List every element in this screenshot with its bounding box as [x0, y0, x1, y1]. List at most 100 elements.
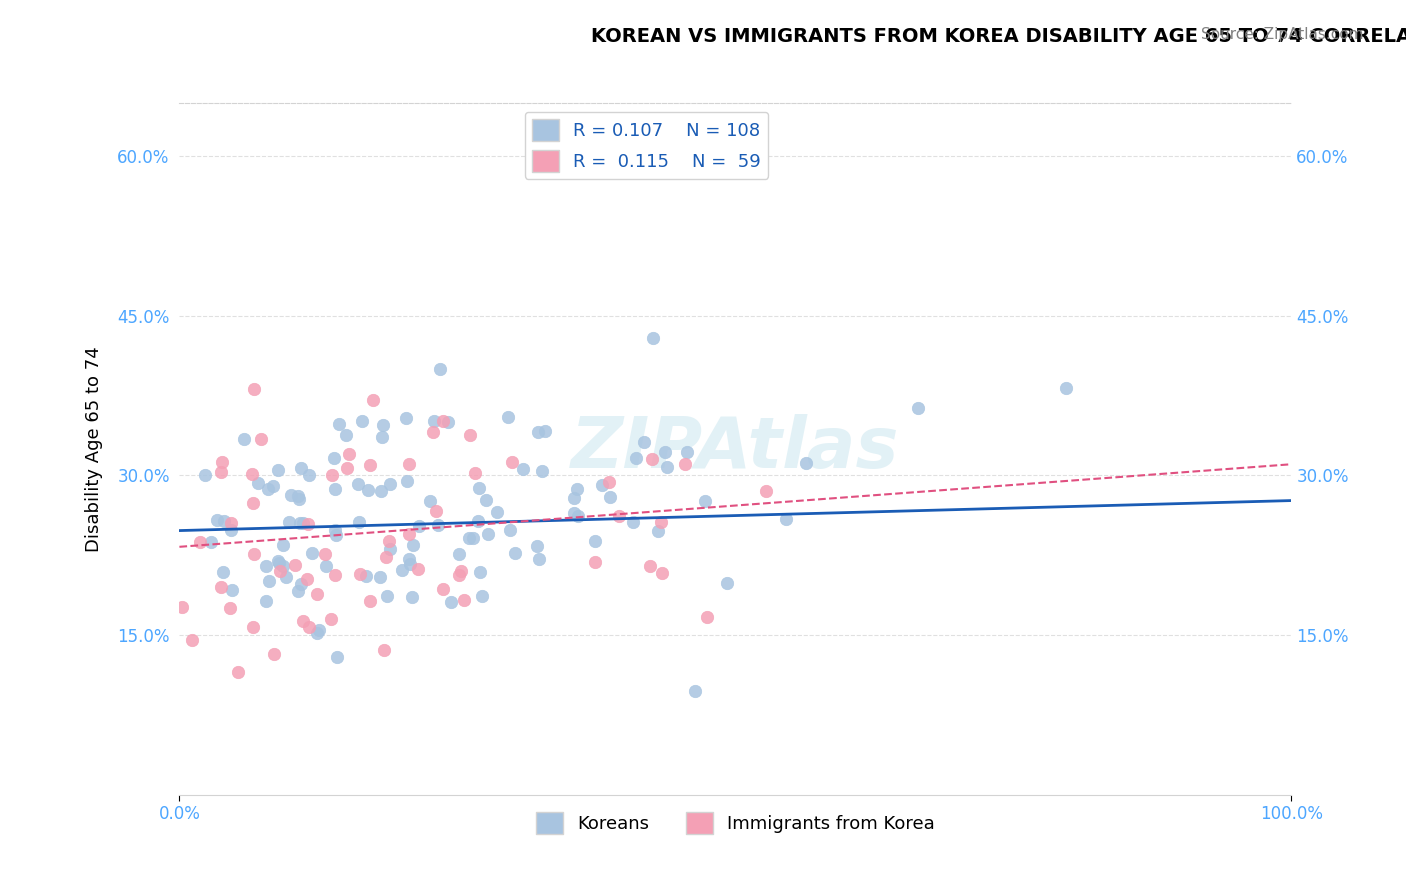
Legend: R = 0.107    N = 108, R =  0.115    N =  59: R = 0.107 N = 108, R = 0.115 N = 59	[524, 112, 768, 179]
Point	[287, 584, 309, 599]
Point	[583, 555, 606, 569]
Point	[499, 523, 522, 537]
Point	[398, 457, 420, 471]
Point	[423, 414, 446, 428]
Point	[322, 450, 344, 465]
Point	[395, 411, 418, 425]
Point	[347, 477, 370, 491]
Point	[188, 535, 211, 549]
Point	[280, 488, 302, 502]
Point	[219, 524, 242, 538]
Point	[408, 518, 430, 533]
Point	[458, 531, 481, 545]
Point	[212, 565, 235, 579]
Point	[477, 527, 499, 541]
Point	[180, 632, 202, 647]
Point	[350, 414, 373, 428]
Point	[328, 417, 350, 432]
Point	[200, 535, 222, 549]
Point	[693, 494, 716, 508]
Point	[271, 537, 294, 551]
Point	[269, 564, 291, 578]
Point	[676, 445, 699, 459]
Point	[380, 541, 402, 556]
Point	[314, 547, 336, 561]
Point	[638, 558, 661, 573]
Point	[243, 382, 266, 396]
Point	[284, 558, 307, 572]
Point	[716, 575, 738, 590]
Point	[240, 467, 263, 481]
Point	[368, 570, 391, 584]
Point	[288, 492, 311, 507]
Point	[406, 562, 429, 576]
Point	[447, 567, 470, 582]
Point	[422, 425, 444, 439]
Point	[221, 582, 243, 597]
Point	[321, 612, 343, 626]
Point	[530, 465, 553, 479]
Point	[425, 504, 447, 518]
Point	[432, 582, 454, 596]
Point	[228, 665, 250, 679]
Point	[398, 526, 420, 541]
Point	[194, 467, 217, 482]
Point	[267, 463, 290, 477]
Point	[447, 547, 470, 561]
Point	[775, 512, 797, 526]
Point	[527, 552, 550, 566]
Point	[263, 647, 285, 661]
Point	[219, 516, 242, 531]
Point	[755, 484, 778, 499]
Point	[288, 516, 311, 530]
Point	[641, 452, 664, 467]
Point	[290, 577, 312, 591]
Point	[207, 513, 229, 527]
Point	[440, 595, 463, 609]
Point	[292, 516, 315, 530]
Point	[357, 483, 380, 498]
Point	[323, 482, 346, 496]
Point	[297, 572, 319, 586]
Point	[496, 410, 519, 425]
Point	[325, 528, 347, 542]
Point	[464, 466, 486, 480]
Point	[391, 563, 413, 577]
Point	[533, 424, 555, 438]
Point	[401, 590, 423, 604]
Point	[257, 574, 280, 589]
Point	[375, 550, 398, 565]
Point	[218, 600, 240, 615]
Point	[651, 566, 673, 581]
Point	[209, 580, 232, 594]
Point	[242, 620, 264, 634]
Point	[794, 456, 817, 470]
Point	[650, 515, 672, 529]
Point	[371, 430, 394, 444]
Point	[696, 609, 718, 624]
Point	[654, 444, 676, 458]
Point	[377, 589, 399, 603]
Point	[633, 434, 655, 449]
Point	[565, 482, 588, 496]
Point	[450, 564, 472, 578]
Point	[290, 460, 312, 475]
Point	[378, 477, 401, 491]
Point	[526, 540, 548, 554]
Point	[337, 446, 360, 460]
Point	[567, 508, 589, 523]
Point	[599, 490, 621, 504]
Point	[399, 558, 422, 572]
Text: KOREAN VS IMMIGRANTS FROM KOREA DISABILITY AGE 65 TO 74 CORRELATION CHART: KOREAN VS IMMIGRANTS FROM KOREA DISABILI…	[591, 27, 1406, 45]
Point	[526, 425, 548, 439]
Point	[427, 518, 450, 533]
Point	[370, 483, 392, 498]
Y-axis label: Disability Age 65 to 74: Disability Age 65 to 74	[86, 346, 103, 551]
Point	[458, 428, 481, 442]
Point	[249, 433, 271, 447]
Point	[461, 531, 484, 545]
Point	[591, 478, 613, 492]
Point	[359, 593, 381, 607]
Point	[321, 467, 343, 482]
Point	[453, 593, 475, 607]
